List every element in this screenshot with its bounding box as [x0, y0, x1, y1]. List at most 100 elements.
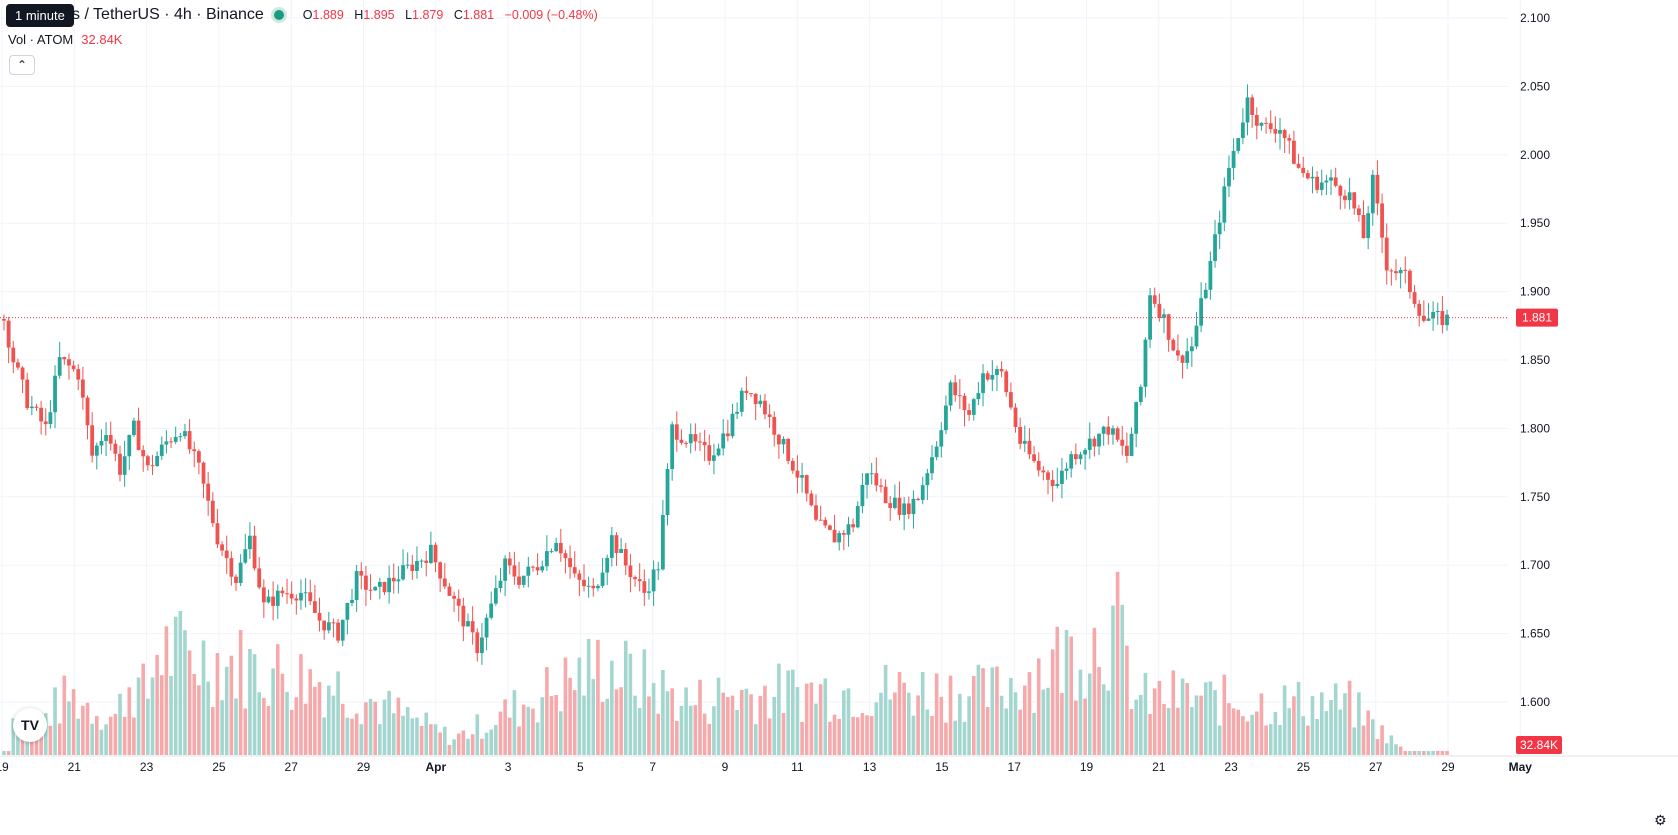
- volume-bar: [466, 738, 470, 755]
- volume-bar: [43, 713, 48, 755]
- volume-bar: [243, 708, 248, 755]
- candle-body: [461, 605, 466, 627]
- volume-bar: [800, 721, 804, 755]
- candle-body: [702, 441, 707, 446]
- candle-body: [1134, 402, 1139, 434]
- volume-bar: [257, 692, 261, 755]
- candle-body: [855, 506, 860, 528]
- candle-body: [428, 544, 433, 563]
- volume-bar: [665, 691, 670, 755]
- volume-bar: [461, 730, 466, 755]
- volume-bar: [804, 683, 809, 755]
- candle-body: [600, 572, 605, 586]
- volume-bar: [95, 716, 99, 755]
- volume-bar: [651, 682, 656, 755]
- volume-bar: [851, 716, 855, 755]
- volume-bar: [81, 705, 85, 755]
- candle-body: [596, 585, 600, 589]
- volume-bar: [48, 725, 53, 755]
- volume-bar: [907, 692, 911, 755]
- candle-body: [187, 431, 192, 450]
- volume-bar: [1046, 687, 1050, 755]
- candle-body: [1148, 295, 1152, 340]
- volume-label[interactable]: Vol · ATOM: [8, 32, 74, 47]
- candle-body: [94, 445, 99, 456]
- candle-body: [2, 318, 6, 321]
- volume-bar: [1217, 725, 1222, 755]
- volume-bar: [828, 721, 832, 755]
- collapse-legend-button[interactable]: ⌃: [9, 55, 35, 75]
- candle-body: [670, 424, 675, 470]
- candle-body: [387, 577, 392, 593]
- volume-bar: [842, 690, 846, 755]
- volume-bar: [1259, 693, 1264, 755]
- candle-body: [155, 455, 160, 467]
- volume-bar: [71, 689, 76, 755]
- candle-body: [1111, 428, 1115, 435]
- volume-bar: [605, 698, 609, 755]
- volume-bar: [939, 696, 944, 755]
- volume-bar: [930, 715, 934, 755]
- volume-bar: [1027, 672, 1032, 755]
- tradingview-logo[interactable]: TV: [13, 708, 47, 742]
- candle-body: [605, 557, 610, 573]
- volume-bar: [317, 681, 322, 755]
- volume-bar: [85, 702, 90, 755]
- candle-body: [122, 456, 127, 475]
- volume-bar: [545, 667, 549, 755]
- volume-bar: [99, 729, 104, 755]
- volume-bar: [730, 695, 735, 755]
- candle-body: [795, 470, 800, 478]
- volume-bar: [1087, 673, 1092, 755]
- candle-body: [1343, 195, 1347, 201]
- volume-bar: [744, 688, 749, 755]
- volume-bar: [248, 649, 252, 755]
- volume-bar: [623, 640, 628, 755]
- candle-body: [1329, 177, 1333, 181]
- candle-body: [159, 444, 164, 456]
- candle-body: [647, 591, 651, 593]
- volume-bar: [396, 697, 401, 755]
- price-tick-label: 1.650: [1520, 627, 1550, 641]
- candle-body: [1217, 222, 1222, 235]
- volume-bar: [1236, 709, 1241, 755]
- candle-body: [1036, 460, 1041, 471]
- candle-body: [350, 599, 354, 604]
- volume-bar: [1106, 690, 1111, 755]
- volume-bar: [1319, 692, 1324, 755]
- candle-body: [1380, 203, 1384, 238]
- volume-bar: [419, 725, 424, 755]
- candle-body: [577, 573, 582, 580]
- volume-bar: [308, 669, 313, 755]
- volume-bar: [280, 673, 285, 755]
- candle-body: [67, 359, 71, 366]
- candle-body: [707, 445, 712, 461]
- volume-bar: [211, 706, 215, 755]
- volume-value: 32.84K: [81, 32, 123, 47]
- candle-body: [651, 569, 656, 592]
- candle-body: [1064, 468, 1069, 471]
- volume-bar: [1422, 751, 1426, 755]
- time-tick-label: 27: [1369, 760, 1383, 774]
- volume-bar: [1055, 626, 1060, 755]
- volume-bar: [387, 690, 391, 755]
- candle-body: [419, 560, 424, 562]
- symbol-title[interactable]: s / TetherUS · 4h · Binance: [72, 6, 264, 23]
- volume-bar: [948, 675, 953, 755]
- settings-icon[interactable]: ⚙: [1654, 812, 1667, 828]
- candle-body: [688, 434, 693, 444]
- candle-body: [967, 410, 972, 415]
- candle-body: [916, 498, 920, 500]
- candle-body: [1115, 428, 1120, 440]
- candle-body: [823, 519, 828, 526]
- volume-bar: [164, 626, 169, 755]
- volume-bar: [1324, 711, 1329, 755]
- candle-body: [628, 565, 633, 578]
- price-tick-label: 1.700: [1520, 558, 1550, 572]
- volume-bar: [981, 668, 985, 755]
- volume-bar: [1134, 699, 1138, 755]
- volume-bar: [902, 682, 906, 755]
- symbol-legend: s / TetherUS · 4h · Binance O1.889 H1.89…: [72, 6, 598, 24]
- volume-bar: [758, 695, 763, 755]
